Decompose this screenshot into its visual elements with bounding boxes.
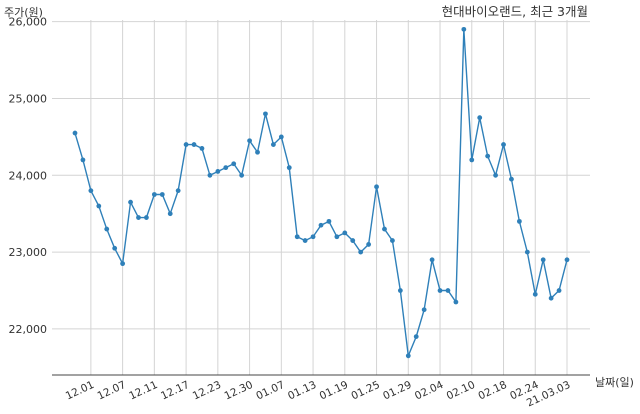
data-point (429, 257, 435, 263)
x-tick-label: 01.25 (349, 379, 381, 403)
data-point (382, 226, 387, 232)
data-point (453, 299, 459, 305)
x-tick-label: 12.17 (159, 379, 191, 403)
data-point (477, 115, 483, 121)
data-point (223, 165, 229, 171)
data-point (501, 142, 506, 147)
data-point (366, 242, 372, 247)
y-tick-label: 23,000 (9, 246, 48, 259)
data-point (278, 134, 284, 140)
x-tick-label: 02.10 (445, 379, 477, 403)
data-point (136, 215, 141, 220)
data-point (144, 215, 149, 220)
data-point (350, 238, 356, 243)
data-point (540, 257, 546, 263)
chart-title: 현대바이오랜드, 최근 3개월 (442, 4, 588, 19)
y-tick-label: 25,000 (9, 92, 48, 105)
data-point (413, 334, 419, 339)
data-point (286, 165, 292, 171)
data-point (445, 288, 451, 293)
data-point (207, 172, 213, 178)
data-point (310, 234, 316, 240)
data-point (191, 142, 197, 147)
data-point (151, 192, 157, 197)
data-point (326, 218, 332, 224)
x-tick-label: 02.18 (476, 379, 508, 403)
data-point (485, 153, 491, 159)
data-point (183, 142, 189, 147)
data-point (80, 157, 86, 163)
data-point (231, 161, 237, 167)
data-point (358, 249, 364, 255)
data-point (469, 157, 475, 163)
data-point (437, 288, 443, 293)
data-point (239, 172, 245, 178)
data-point (159, 192, 165, 197)
data-point (421, 307, 427, 313)
x-tick-label: 12.07 (96, 379, 128, 403)
data-point (263, 111, 268, 117)
data-point (104, 226, 110, 232)
data-point (88, 188, 94, 194)
x-tick-label: 12.30 (223, 379, 255, 403)
data-point (516, 218, 522, 224)
y-tick-label: 24,000 (9, 169, 48, 182)
x-tick-label: 01.19 (318, 379, 350, 403)
data-point (509, 176, 514, 182)
grid-lines (52, 20, 590, 375)
data-point (112, 245, 118, 251)
data-point (397, 288, 403, 293)
data-point (199, 146, 205, 151)
x-tick-label: 02.04 (413, 379, 446, 403)
data-point (120, 261, 126, 267)
data-point (532, 291, 538, 297)
x-tick-label: 12.23 (191, 379, 223, 403)
y-axis-label: 주가(원) (4, 6, 43, 19)
data-point (405, 353, 411, 359)
data-point (175, 188, 181, 194)
data-point (524, 249, 530, 255)
data-point (167, 211, 173, 217)
x-axis-label: 날짜(일) (595, 375, 634, 389)
x-tick-label: 01.29 (381, 379, 413, 403)
data-point (548, 295, 554, 301)
data-point (215, 169, 221, 174)
x-tick-label: 12.01 (64, 379, 96, 403)
y-tick-labels: 22,000 23,000 24,000 25,000 26,000 (9, 16, 48, 336)
y-tick-label: 22,000 (9, 323, 48, 336)
data-point (270, 142, 276, 147)
data-point (255, 149, 260, 155)
data-point (96, 203, 102, 209)
x-tick-label: 01.13 (286, 379, 318, 403)
data-points (72, 26, 570, 359)
data-point (374, 184, 379, 190)
data-point (342, 230, 348, 236)
data-point (247, 138, 252, 144)
data-point (493, 172, 498, 178)
data-point (334, 234, 340, 240)
data-point (564, 257, 570, 263)
data-point (128, 199, 133, 205)
data-point (302, 238, 308, 243)
data-point (72, 130, 78, 136)
data-point (318, 222, 324, 228)
data-point (390, 238, 395, 243)
y-tick-label: 26,000 (9, 16, 48, 29)
data-point (294, 234, 300, 240)
data-point (461, 26, 467, 32)
x-tick-label: 01.07 (254, 379, 286, 403)
data-point (556, 288, 562, 293)
x-tick-label: 12.11 (127, 379, 159, 403)
series-line (74, 29, 568, 359)
x-tick-labels: 12.01 12.07 12.11 12.17 12.23 12.30 01.07 01.13… (64, 379, 572, 410)
